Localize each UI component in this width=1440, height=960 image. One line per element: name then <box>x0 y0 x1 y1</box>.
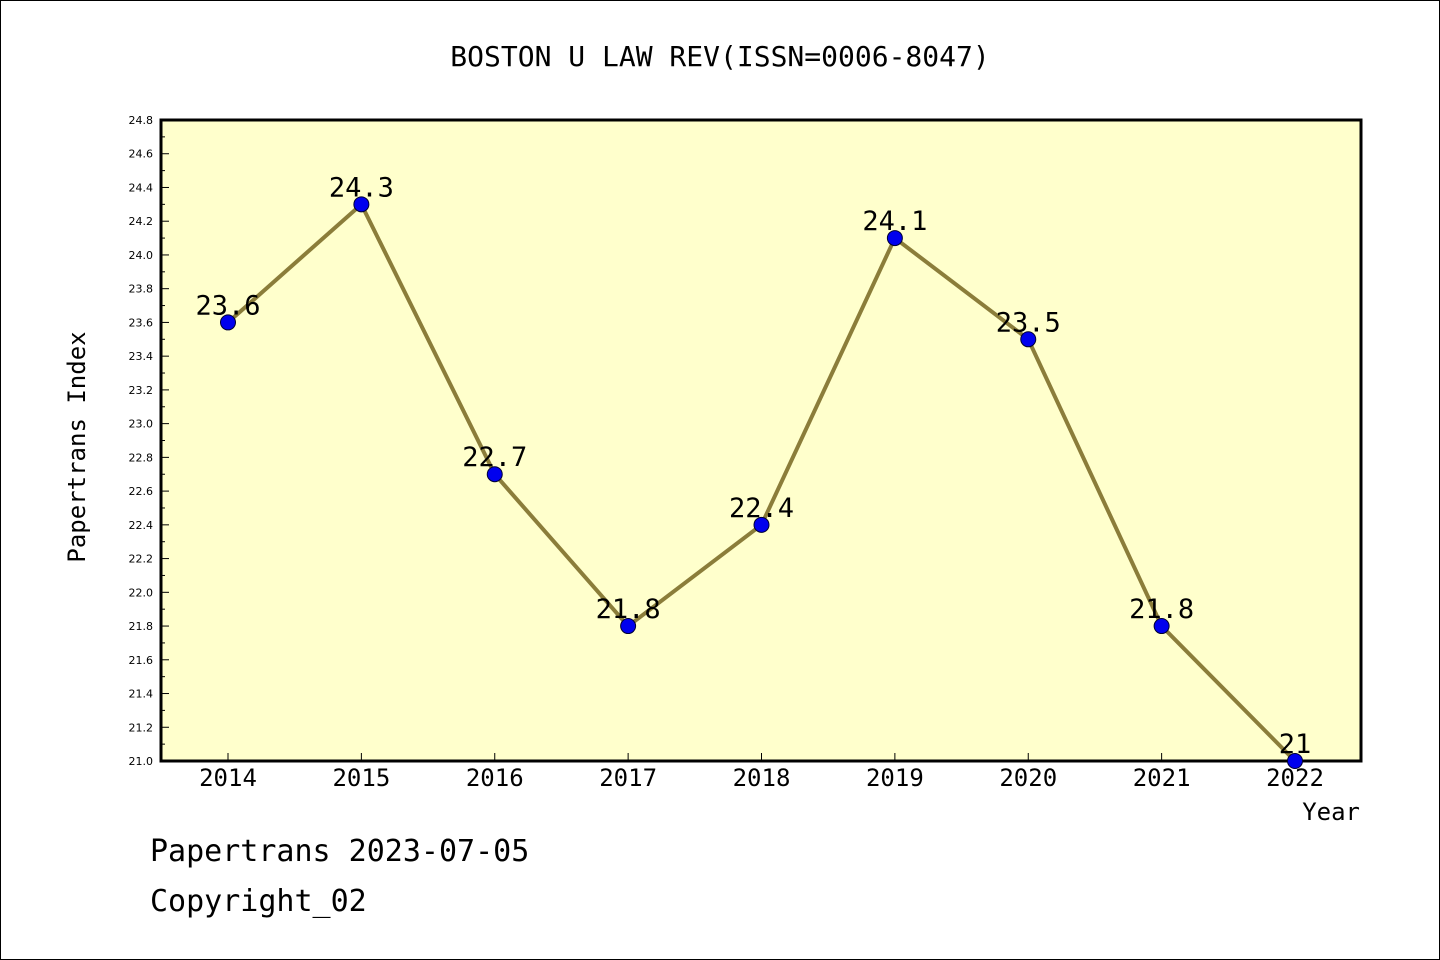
data-point <box>620 618 637 635</box>
y-tick-label: 23.0 <box>129 418 154 431</box>
y-tick-label: 21.2 <box>129 721 154 734</box>
y-tick-label: 21.6 <box>129 654 154 667</box>
x-tick-label: 2021 <box>1133 764 1191 792</box>
y-tick-label: 22.2 <box>129 553 154 566</box>
y-tick-label: 21.4 <box>129 688 154 701</box>
data-point <box>1020 331 1037 348</box>
data-label: 22.4 <box>729 493 794 524</box>
data-label: 23.6 <box>195 290 260 321</box>
data-point <box>1287 753 1303 769</box>
y-tick-label: 22.4 <box>129 519 154 532</box>
y-tick-label: 23.8 <box>129 283 154 296</box>
x-tick-label: 2016 <box>466 764 524 792</box>
x-tick-label: 2019 <box>866 764 924 792</box>
data-point <box>353 196 370 213</box>
plot-area <box>159 118 1363 763</box>
x-axis: 2014 2015 2016 2017 2018 2019 2020 2021 2022 <box>199 753 1324 792</box>
data-label: 21.8 <box>596 594 661 625</box>
y-tick-label: 21.8 <box>129 620 154 633</box>
y-tick-label: 24.0 <box>129 249 154 262</box>
data-label: 23.5 <box>996 307 1061 338</box>
footer-date: Papertrans 2023-07-05 <box>150 834 530 869</box>
y-tick-label: 22.0 <box>129 586 154 599</box>
y-tick-label: 22.6 <box>129 485 154 498</box>
y-tick-label: 24.4 <box>129 181 154 194</box>
data-label: 24.1 <box>862 206 927 237</box>
y-tick-label: 24.8 <box>129 114 154 127</box>
x-tick-label: 2017 <box>599 764 657 792</box>
chart-title: BOSTON U LAW REV(ISSN=0006-8047) <box>450 40 989 73</box>
x-axis-label: Year <box>1302 798 1360 826</box>
y-tick-label: 23.6 <box>129 316 154 329</box>
x-tick-label: 2020 <box>999 764 1057 792</box>
y-tick-label: 23.4 <box>129 350 154 363</box>
data-point <box>886 230 903 247</box>
data-label: 21.8 <box>1129 594 1194 625</box>
y-axis-label: Papertrans Index <box>63 331 91 562</box>
data-points <box>220 196 1303 769</box>
y-axis: 21.0 21.2 21.4 21.6 21.8 22.0 22.2 22.4 22.6 22.8… <box>129 114 169 768</box>
data-point <box>1153 618 1170 635</box>
data-labels: 23.6 24.3 22.7 21.8 22.4 24.1 23.5 21.8 21 <box>195 172 1311 760</box>
x-tick-label: 2014 <box>199 764 257 792</box>
data-label: 21 <box>1279 729 1312 760</box>
data-label: 24.3 <box>329 172 394 203</box>
data-point <box>220 314 236 331</box>
y-tick-label: 22.8 <box>129 451 154 464</box>
footer-copyright: Copyright_02 <box>150 884 367 919</box>
data-label: 22.7 <box>462 442 527 473</box>
y-tick-label: 23.2 <box>129 384 154 397</box>
data-point <box>753 516 770 533</box>
y-tick-label: 21.0 <box>129 755 154 768</box>
y-tick-label: 24.2 <box>129 215 154 228</box>
x-tick-label: 2018 <box>733 764 791 792</box>
x-tick-label: 2015 <box>332 764 390 792</box>
y-tick-label: 24.6 <box>129 148 154 161</box>
data-point <box>486 466 503 483</box>
